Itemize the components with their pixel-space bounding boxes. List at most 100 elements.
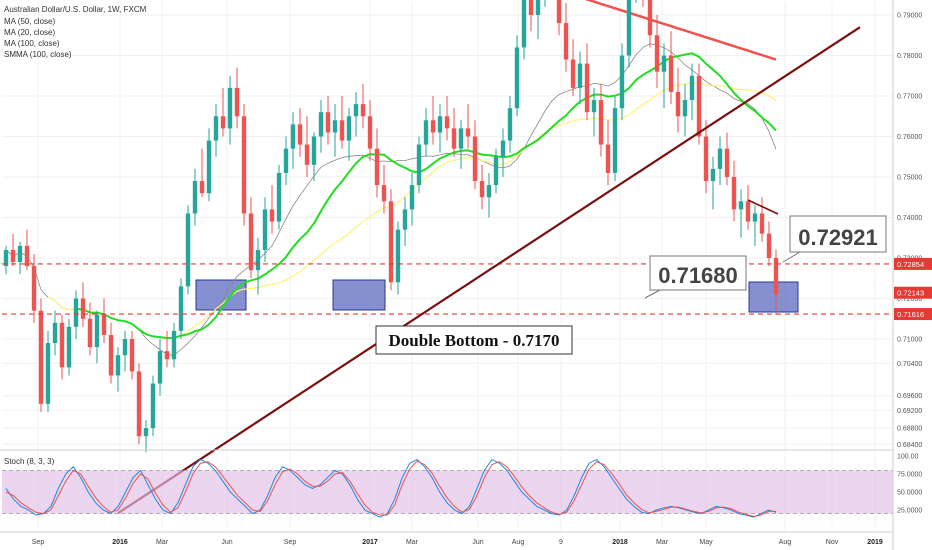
y-tick-label: 0.68400 [897, 442, 922, 449]
x-tick-label: Mar [156, 539, 169, 546]
candle-body [101, 314, 107, 335]
stoch-tick-label: 25.0000 [897, 508, 922, 515]
candle-body [59, 322, 65, 368]
x-tick-label: 9 [559, 539, 563, 546]
candle-body [668, 55, 674, 92]
indicator-ma50-label: MA (50, close) [4, 17, 56, 26]
candle-body [514, 47, 520, 109]
smma100-line [584, 0, 777, 61]
candle-body [283, 148, 289, 173]
candle-body [535, 0, 541, 15]
candle-body [325, 112, 331, 133]
candle-body [94, 314, 100, 348]
candle-body [696, 75, 702, 137]
annotation-text: Double Bottom - 0.7170 [389, 331, 560, 350]
candle-body [619, 55, 625, 109]
candle-body [234, 87, 240, 117]
candle-body [675, 91, 681, 117]
candle-body [374, 148, 380, 186]
candle-body [472, 136, 478, 182]
x-tick-label: Sep [284, 539, 297, 546]
price-marker-label: 0.72854 [897, 260, 924, 269]
x-tick-label: Aug [779, 539, 792, 546]
chart-title: Australian Dollar/U.S. Dollar, 1W, FXCM [4, 5, 147, 14]
stoch-line [5, 460, 776, 518]
candle-body [367, 116, 373, 149]
candle-body [570, 59, 576, 88]
candle-body [612, 108, 618, 173]
candle-body [10, 249, 16, 263]
price-marker-label: 0.71616 [897, 310, 924, 319]
y-tick-label: 0.76000 [897, 134, 922, 141]
ma50-line [75, 52, 777, 340]
candle-body [759, 213, 765, 234]
x-tick-label: 2016 [112, 539, 128, 546]
candle-body [584, 63, 590, 113]
candle-body [745, 201, 751, 222]
candle-body [395, 229, 401, 283]
candle-body [591, 100, 597, 113]
candle-body [423, 120, 429, 145]
candle-body [136, 371, 142, 437]
candle-body [486, 185, 492, 198]
candle-body [689, 75, 695, 101]
y-tick-label: 0.75000 [897, 175, 922, 182]
callout-high-text: 0.72921 [798, 225, 878, 250]
y-tick-label: 0.74000 [897, 215, 922, 222]
candle-body [339, 120, 345, 141]
candle-body [346, 116, 352, 141]
candle-body [157, 351, 163, 384]
candle-body [717, 148, 723, 169]
price-marker-label: 0.72143 [897, 289, 924, 298]
price-axis-panel [893, 0, 932, 550]
candle-body [122, 339, 128, 356]
candle-body [388, 201, 394, 283]
callout-low-leader [644, 289, 661, 299]
candle-body [24, 245, 30, 267]
candle-body [297, 124, 303, 145]
candle-body [577, 63, 583, 88]
candle-body [199, 181, 205, 194]
candle-body [206, 140, 212, 194]
candle-body [108, 334, 114, 376]
x-tick-label: Aug [512, 539, 525, 546]
candle-body [129, 339, 135, 372]
stoch-tick-label: 50.0000 [897, 490, 922, 497]
candle-body [150, 383, 156, 429]
candle-body [682, 100, 688, 117]
candle-body [17, 245, 23, 263]
candle-body [451, 128, 457, 149]
x-tick-label: Jun [221, 539, 232, 546]
candle-body [724, 148, 730, 177]
candle-body [311, 136, 317, 165]
trendline [117, 26, 861, 515]
candle-body [269, 209, 275, 222]
candle-body [437, 116, 443, 133]
candle-body [45, 343, 51, 404]
candle-body [773, 258, 779, 295]
candle-body [304, 144, 310, 165]
candle-body [409, 185, 415, 210]
y-tick-label: 0.69600 [897, 393, 922, 400]
candle-body [661, 55, 667, 72]
stoch-line [5, 458, 777, 518]
callout-high-box [789, 215, 887, 253]
candle-body [703, 136, 709, 182]
price-marker [894, 308, 932, 321]
candle-body [87, 318, 93, 348]
candle-body [115, 355, 121, 376]
candle-body [528, 0, 534, 16]
candle-body [563, 23, 569, 60]
candle-body [31, 266, 37, 311]
x-tick-label: Jun [472, 539, 483, 546]
candle-body [290, 124, 296, 149]
candle-body [38, 310, 44, 404]
candle-body [171, 330, 177, 360]
candle-body [402, 209, 408, 230]
stoch-label: Stoch (8, 3, 3) [4, 457, 55, 466]
candle-body [493, 156, 499, 186]
candle-body [479, 181, 485, 198]
candle-body [605, 144, 611, 173]
candle-body [192, 181, 198, 214]
x-tick-label: 2019 [867, 539, 883, 546]
